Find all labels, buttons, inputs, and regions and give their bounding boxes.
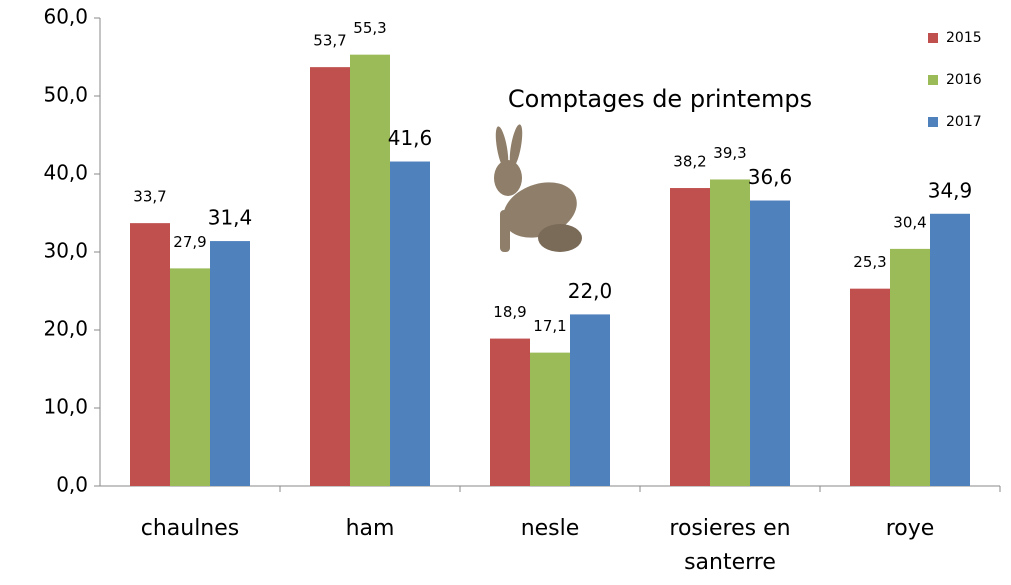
y-tick-label: 10,0 xyxy=(43,395,88,419)
value-label: 41,6 xyxy=(388,126,433,150)
y-tick-label: 30,0 xyxy=(43,239,88,263)
value-label: 55,3 xyxy=(353,19,386,37)
x-tick-label: ham xyxy=(345,516,395,541)
bar xyxy=(530,352,570,486)
legend-swatch xyxy=(928,33,938,43)
bar xyxy=(170,268,210,486)
bar xyxy=(390,161,430,486)
bar xyxy=(490,338,530,486)
value-label: 39,3 xyxy=(713,144,746,162)
value-label: 36,6 xyxy=(748,165,793,189)
legend-label: 2015 xyxy=(946,30,982,46)
bar xyxy=(710,179,750,486)
legend-swatch xyxy=(928,75,938,85)
x-tick-label: chaulnes xyxy=(140,516,240,541)
value-label: 30,4 xyxy=(893,213,926,231)
value-label: 33,7 xyxy=(133,188,166,206)
value-label: 17,1 xyxy=(533,317,566,335)
value-label: 31,4 xyxy=(208,206,253,230)
value-label: 25,3 xyxy=(853,253,886,271)
bar xyxy=(310,67,350,486)
bar xyxy=(850,288,890,486)
y-tick-label: 50,0 xyxy=(43,83,88,107)
hare-icon xyxy=(494,124,582,252)
bar xyxy=(670,188,710,487)
legend-label: 2016 xyxy=(946,72,982,88)
legend-label: 2017 xyxy=(946,114,982,130)
value-label: 27,9 xyxy=(173,233,206,251)
value-label: 18,9 xyxy=(493,303,526,321)
value-label: 34,9 xyxy=(928,178,973,202)
y-tick-label: 60,0 xyxy=(43,5,88,29)
bar xyxy=(570,314,610,486)
value-label: 38,2 xyxy=(673,153,706,171)
value-label: 22,0 xyxy=(568,279,613,303)
x-tick-label: nesle xyxy=(520,516,580,541)
bar xyxy=(750,200,790,486)
x-tick-label: roye xyxy=(885,516,935,541)
legend-swatch xyxy=(928,117,938,127)
chart-title: Comptages de printemps xyxy=(508,85,812,113)
bar xyxy=(130,223,170,486)
x-tick-label: rosieres en santerre xyxy=(669,516,791,575)
bar xyxy=(210,241,250,486)
y-tick-label: 40,0 xyxy=(43,161,88,185)
bar xyxy=(350,54,390,486)
bar xyxy=(930,213,970,486)
bar xyxy=(890,248,930,486)
y-tick-label: 0,0 xyxy=(56,473,88,497)
value-label: 53,7 xyxy=(313,32,346,50)
y-tick-label: 20,0 xyxy=(43,317,88,341)
